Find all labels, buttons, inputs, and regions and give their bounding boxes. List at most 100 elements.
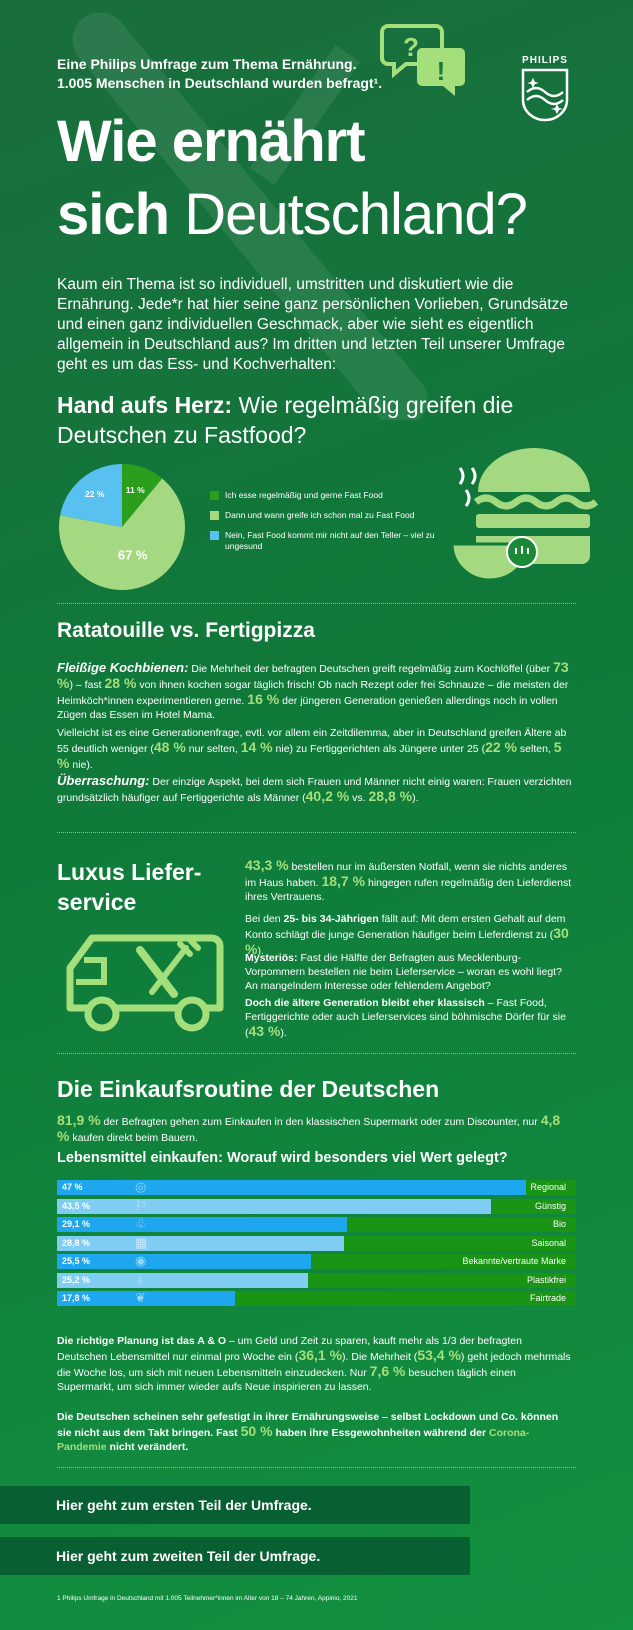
stat-value: 81,9 % [57,1112,101,1128]
legend-swatch [210,511,219,520]
stat-value: 14 % [240,739,273,755]
einkauf-subheading: Lebensmittel einkaufen: Worauf wird beso… [57,1150,508,1166]
text: ) – fast [69,679,102,691]
stat-value: 50 % [240,1423,273,1439]
stat-value: 40,2 % [305,788,350,804]
kochbienen-lead: Fleißige Kochbienen: [57,660,189,675]
stat-value: 22 % [485,739,517,755]
text: Die Mehrheit der befragten Deutschen gre… [191,663,551,675]
page-title-line-2: sich Deutschland? [57,182,528,247]
legend-item-1: Ich esse regelmäßig und gerne Fast Food [210,490,460,501]
bar-category-label: Fairtrade [529,1293,566,1303]
bar-row: 25,5 % ◉ Bekannte/vertraute Marke [57,1253,576,1269]
ratatouille-paragraph-1: Fleißige Kochbienen: Die Mehrheit der be… [57,660,572,722]
einkauf-heading: Die Einkaufsroutine der Deutschen [57,1076,440,1102]
link-first-part[interactable]: Hier geht zum ersten Teil der Umfrage. [0,1486,470,1524]
text: Vielleicht ist es eine Generationenfrage… [57,727,567,755]
pie-slice [59,478,185,590]
title-light-word: Deutschland? [184,182,528,247]
pie-slice [60,464,122,527]
bar-category-label: Regional [530,1182,566,1192]
text: von ihnen kochen sogar täglich frisch! O… [57,679,569,707]
intro-line-2: 1.005 Menschen in Deutschland wurden bef… [57,75,383,91]
bar-category-label: Bekannte/vertraute Marke [462,1256,566,1266]
stat-value: 7,6 % [369,1363,406,1379]
luxus-paragraph-3: Mysteriös: Fast die Hälfte der Befragten… [245,951,575,993]
text: ). [412,792,419,804]
fastfood-pie-chart: 11 % 67 % 22 % [59,464,185,590]
svg-text:!: ! [437,56,446,86]
stat-value: 28,8 % [368,788,413,804]
intro-paragraph: Kaum ein Thema ist so individuell, umstr… [57,276,568,373]
pie-slice-label: 11 % [126,485,145,495]
bar [57,1217,348,1232]
text: nie). [72,759,93,771]
text: – Fast Food, Fertiggerichte oder auch Li… [245,997,566,1039]
luxus-paragraph-1: 43,3 % bestellen nur im äußersten Notfal… [245,858,575,904]
legend-swatch [210,491,219,500]
text: hingegen rufen regelmäßig den Lieferdien… [245,877,572,903]
text: ) geht jedoch mehrmals die Woche los, um… [57,1351,571,1379]
ratatouille-heading: Ratatouille vs. Fertigpizza [57,619,315,642]
bar [57,1180,526,1195]
bar-row: 43,5 % ⚐ Günstig [57,1197,576,1214]
bar-value-label: 25,2 % [62,1274,91,1285]
footnote: 1 Philips Umfrage in Deutschland mit 1.0… [57,1595,358,1602]
text: ). [280,1027,287,1039]
burger-bowl-icon [450,448,599,582]
logo-wordmark: PHILIPS [522,55,568,66]
calendar-icon: ▦ [135,1234,148,1250]
text: der jüngeren Generation genießen allerdi… [57,695,558,721]
text: vs. [352,792,366,804]
bar-row: 29,1 % ♧ Bio [57,1216,576,1232]
fastfood-heading: Hand aufs Herz: Wie regelmäßig greifen d… [57,390,557,450]
luxus-heading: Luxus Liefer- service [57,857,201,917]
bar-value-label: 43,5 % [62,1200,91,1211]
bar-value-label: 25,5 % [62,1256,91,1266]
page-title-line-1: Wie ernährt [57,109,366,174]
text: kaufen direkt beim Bauern. [72,1132,198,1144]
pie-slice-label: 67 % [118,548,148,563]
text-bold: Die richtige Planung ist das A & O [57,1335,226,1347]
text-bold: Doch die ältere Generation bleibt eher k… [245,997,485,1009]
bar-category-label: Günstig [534,1200,566,1211]
plastic-free-icon: ♁ [135,1271,145,1287]
bar-category-label: Plastikfrei [526,1274,566,1285]
bar [57,1235,345,1251]
luxus-paragraph-4: Doch die ältere Generation bleibt eher k… [245,996,575,1040]
text: Die Deutschen scheinen sehr gefestigt in… [57,1411,559,1439]
bar-value-label: 29,1 % [62,1219,91,1229]
legend-label: Ich esse regelmäßig und gerne Fast Food [225,490,383,500]
luxus-heading-line-2: service [57,889,137,915]
fastfood-legend: Ich esse regelmäßig und gerne Fast Food … [210,490,460,552]
luxus-heading-line-1: Luxus Liefer- [57,859,202,885]
legend-label: Dann und wann greife ich schon mal zu Fa… [225,510,415,520]
text: besuchen täglich einen Supermarkt, um si… [57,1367,516,1393]
stat-value: 53,4 % [417,1347,461,1363]
ueberraschung-lead: Überraschung: [57,773,150,788]
stat-value: 36,1 % [298,1347,343,1363]
stat-value: 43 % [248,1023,281,1039]
legend-item-2: Dann und wann greife ich schon mal zu Fa… [210,510,460,521]
bar [57,1291,235,1306]
bar-row: 17,8 % ❦ Fairtrade [57,1290,576,1306]
stat-value: 48 % [153,739,186,755]
text: Fast die Hälfte der Befragten aus Meckle… [245,952,562,992]
luxus-paragraph-2: Bei den 25- bis 34-Jährigen fällt auf: M… [245,912,575,958]
bar [57,1198,492,1214]
hand-leaf-icon: ♧ [135,1216,147,1231]
title-bold-word: sich [57,182,170,247]
text: Der einzige Aspekt, bei dem sich Frauen … [57,776,572,804]
svg-text:?: ? [403,32,419,62]
bar-value-label: 28,8 % [62,1237,91,1248]
stat-value: 18,7 % [321,873,366,889]
piggy-bank-icon: ⚐ [135,1197,147,1213]
text: fällt auf: Mit dem ersten Gehalt auf dem… [245,913,566,941]
text-bold: 25- bis 34-Jährigen [283,913,379,925]
text: nie) zu Fertiggerichten als Jüngere unte… [275,743,486,755]
einkauf-paragraph-2: Die richtige Planung ist das A & O – um … [57,1334,572,1394]
ratatouille-paragraph-2: Vielleicht ist es eine Generationenfrage… [57,726,572,772]
stat-value: 5 % [57,739,562,771]
link-second-part[interactable]: Hier geht zum zweiten Teil der Umfrage. [0,1537,470,1575]
legend-swatch [210,531,219,540]
